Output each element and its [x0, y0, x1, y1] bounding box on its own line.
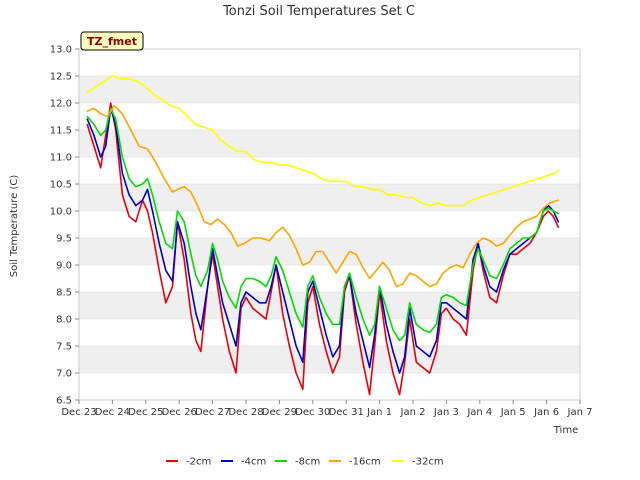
- x-tick-label: Dec 26: [162, 407, 197, 418]
- series-line-minus-32cm: [86, 75, 560, 207]
- y-tick-label: 12.5: [50, 72, 72, 83]
- x-tick-label: Dec 27: [195, 407, 230, 418]
- y-tick-label: 13.0: [50, 45, 72, 56]
- series-line-minus-8cm: [86, 107, 560, 342]
- chart-title: Tonzi Soil Temperatures Set C: [222, 4, 415, 19]
- y-tick-label: 11.5: [50, 126, 72, 137]
- station-badge: TZ_fmet: [80, 31, 144, 51]
- x-tick-label: Jan 7: [567, 407, 593, 418]
- x-tick-label: Jan 1: [366, 407, 392, 418]
- legend: -2cm -4cm -8cm -16cm -32cm: [166, 457, 444, 468]
- y-tick-label: 9.0: [56, 261, 72, 272]
- y-tick-label: 7.0: [56, 369, 72, 380]
- y-tick-label: 8.0: [56, 315, 72, 326]
- station-badge-label: TZ_fmet: [87, 35, 137, 48]
- y-tick-label: 12.0: [50, 99, 72, 110]
- x-tick-label: Jan 2: [400, 407, 426, 418]
- series-line-minus-4cm: [86, 107, 560, 374]
- y-tick-label: 7.5: [56, 342, 72, 353]
- y-tick-label: 10.5: [50, 180, 72, 191]
- plot-frame: [78, 48, 581, 401]
- x-tick-label: Jan 3: [433, 407, 459, 418]
- y-tick-label: 9.5: [56, 234, 72, 245]
- x-tick-label: Jan 6: [533, 407, 559, 418]
- x-tick-label: Dec 25: [128, 407, 163, 418]
- legend-label: -4cm: [241, 457, 266, 468]
- grid-band: [79, 130, 580, 157]
- legend-label: -16cm: [349, 457, 381, 468]
- legend-label: -8cm: [295, 457, 320, 468]
- y-axis: 6.5 7.0 7.5 8.0 8.5 9.0 9.5 10.0 10.5 11.0 11.5 12.…: [50, 45, 79, 407]
- y-axis-title: Soil Temperature (C): [9, 175, 20, 278]
- x-tick-label: Jan 4: [466, 407, 492, 418]
- x-tick-label: Jan 5: [500, 407, 526, 418]
- x-tick-label: Dec 29: [262, 407, 297, 418]
- series-lines: [86, 75, 560, 396]
- legend-label: -2cm: [186, 457, 211, 468]
- y-tick-label: 6.5: [56, 396, 72, 407]
- x-tick-label: Dec 30: [295, 407, 330, 418]
- y-tick-label: 10.0: [50, 207, 72, 218]
- x-axis-title: Time: [553, 425, 578, 436]
- legend-label: -32cm: [412, 457, 444, 468]
- x-tick-label: Dec 28: [228, 407, 263, 418]
- y-tick-label: 8.5: [56, 288, 72, 299]
- y-tick-label: 11.0: [50, 153, 72, 164]
- grid-band: [79, 76, 580, 103]
- x-tick-label: Dec 23: [61, 407, 96, 418]
- series-line-minus-16cm: [86, 104, 560, 288]
- grid-band: [79, 292, 580, 319]
- grid-band: [79, 184, 580, 211]
- grid-band: [79, 238, 580, 265]
- x-tick-label: Dec 31: [329, 407, 364, 418]
- x-tick-label: Dec 24: [95, 407, 130, 418]
